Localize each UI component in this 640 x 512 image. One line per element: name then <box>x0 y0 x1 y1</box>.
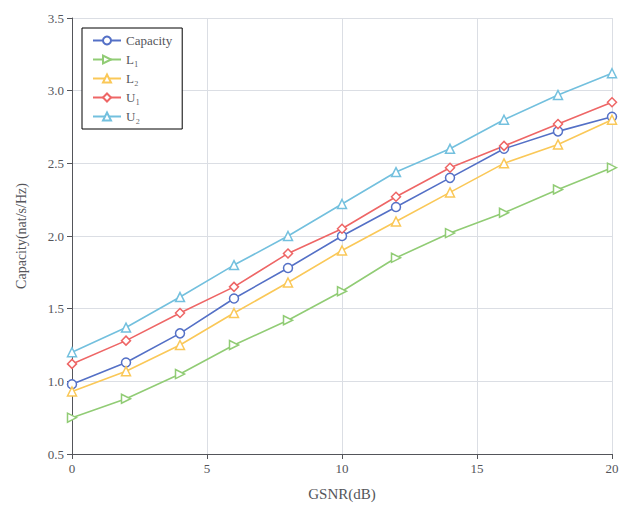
svg-text:L₁: L₁ <box>126 52 138 67</box>
svg-text:0: 0 <box>69 461 76 476</box>
svg-text:5: 5 <box>204 461 211 476</box>
svg-text:U₂: U₂ <box>126 109 140 124</box>
svg-text:3.5: 3.5 <box>48 11 64 26</box>
svg-text:Capacity: Capacity <box>126 33 173 48</box>
svg-text:Capacity(nat/s/Hz): Capacity(nat/s/Hz) <box>14 183 30 289</box>
svg-text:L₂: L₂ <box>126 71 138 86</box>
svg-text:2.5: 2.5 <box>48 156 64 171</box>
svg-text:0.5: 0.5 <box>48 447 64 462</box>
svg-text:15: 15 <box>471 461 484 476</box>
svg-text:2.0: 2.0 <box>48 229 64 244</box>
svg-text:1.5: 1.5 <box>48 301 64 316</box>
svg-text:GSNR(dB): GSNR(dB) <box>308 486 376 503</box>
svg-text:3.0: 3.0 <box>48 83 64 98</box>
svg-text:10: 10 <box>336 461 349 476</box>
svg-text:20: 20 <box>606 461 619 476</box>
svg-text:1.0: 1.0 <box>48 374 64 389</box>
svg-text:U₁: U₁ <box>126 90 140 105</box>
